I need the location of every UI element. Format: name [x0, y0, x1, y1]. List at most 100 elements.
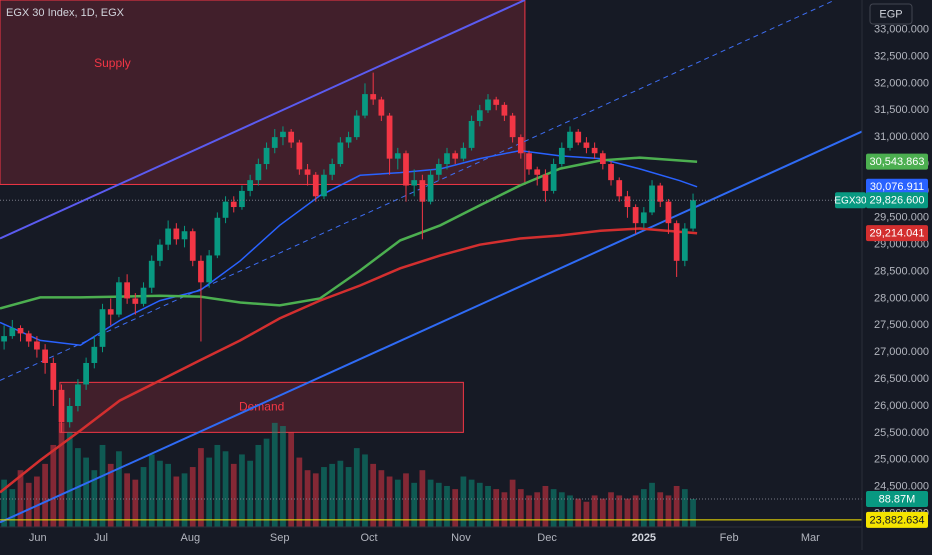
- candle-body: [198, 260, 204, 283]
- candle-body: [132, 298, 139, 304]
- volume-bar: [509, 479, 516, 527]
- candle-body: [452, 153, 459, 159]
- currency-box[interactable]: [869, 3, 913, 25]
- y-tick-label: 26,000.000: [874, 400, 929, 412]
- volume-bar: [583, 501, 590, 527]
- volume-bar: [485, 485, 491, 527]
- symbol-tag: [835, 192, 866, 209]
- candle-body: [189, 231, 196, 261]
- candle-body: [296, 142, 303, 170]
- candle-body: [362, 94, 368, 116]
- volume-bar: [665, 495, 672, 527]
- volume-bar: [370, 463, 377, 527]
- volume-bar: [66, 432, 73, 527]
- volume-bar: [649, 482, 655, 527]
- candle-body: [419, 180, 426, 202]
- currency[interactable]: EGP: [879, 8, 902, 20]
- candle-body: [583, 142, 590, 148]
- volume-bar: [189, 467, 196, 527]
- candle-body: [17, 328, 24, 334]
- candle-body: [591, 147, 598, 154]
- moving-average: [0, 227, 698, 494]
- volume-bar: [640, 489, 647, 527]
- volume-bar: [493, 489, 500, 527]
- price-tag-label: 29,214.041: [869, 228, 924, 240]
- candle-body: [58, 389, 65, 423]
- candle-body: [673, 223, 680, 261]
- x-tick-label: Oct: [361, 532, 378, 544]
- volume-bar: [58, 422, 65, 527]
- candle-body: [288, 131, 295, 143]
- candle-body: [485, 99, 491, 111]
- volume-bar: [452, 489, 459, 527]
- y-tick-label: 26,500.000: [874, 373, 929, 385]
- volume-bar: [403, 473, 409, 527]
- price-tag-label: 29,826.600: [869, 195, 924, 207]
- volume-bar: [173, 476, 180, 527]
- candle-body: [435, 164, 442, 175]
- volume-bar: [91, 470, 98, 527]
- price-tag-label: 88.87M: [879, 493, 916, 505]
- candle-body: [157, 244, 163, 261]
- candle-body: [329, 164, 336, 175]
- candle-body: [165, 228, 172, 245]
- candle-body: [476, 110, 483, 121]
- chart-title: EGX 30 Index, 1D, EGX: [6, 7, 125, 19]
- volume-bar: [329, 463, 336, 527]
- volume-bar: [616, 495, 623, 527]
- candle-body: [271, 137, 278, 148]
- candle-body: [25, 333, 32, 342]
- volume-bar: [157, 460, 163, 527]
- moving-average: [0, 156, 698, 310]
- candle-body: [526, 153, 532, 170]
- volume-bar: [558, 492, 565, 527]
- volume-bar: [632, 495, 639, 527]
- volume-bar: [165, 463, 172, 527]
- volume-bar: [107, 463, 114, 527]
- candle-body: [140, 287, 147, 304]
- candle-body: [542, 174, 549, 191]
- x-tick-label: Jul: [94, 532, 108, 544]
- price-tag-label: 30,543.863: [869, 156, 924, 168]
- candle-body: [107, 309, 114, 315]
- price-tag: [866, 511, 928, 528]
- candle-body: [83, 362, 89, 385]
- volume-bar: [419, 470, 426, 527]
- volume-bar: [345, 467, 352, 527]
- x-tick-label: Aug: [180, 532, 200, 544]
- candle-body: [616, 180, 623, 197]
- y-tick-label: 31,000.000: [874, 131, 929, 143]
- volume-bar: [526, 495, 532, 527]
- volume-bar: [362, 454, 368, 527]
- volume-bar: [427, 479, 434, 527]
- candle-body: [34, 341, 40, 350]
- volume-bar: [304, 470, 311, 527]
- volume-bar: [608, 492, 614, 527]
- volume-bar: [230, 463, 237, 527]
- volume-bar: [517, 489, 524, 527]
- candle-body: [649, 185, 655, 213]
- volume-bar: [116, 451, 122, 527]
- candle-body: [575, 131, 582, 143]
- y-tick-label: 33,000.000: [874, 23, 929, 35]
- candle-body: [173, 228, 180, 240]
- candle-body: [91, 346, 98, 363]
- volume-bar: [435, 482, 442, 527]
- volume-bar: [132, 479, 139, 527]
- x-tick-label: Mar: [801, 532, 820, 544]
- price-tag-label: 30,076.911: [870, 181, 924, 193]
- price-tag: [866, 192, 928, 209]
- volume-bar: [140, 467, 147, 527]
- volume-bar: [206, 457, 213, 527]
- volume-bar: [394, 479, 401, 527]
- candle-body: [280, 131, 286, 138]
- volume-bar: [657, 492, 664, 527]
- candle-body: [657, 185, 664, 202]
- candle-body: [493, 99, 500, 105]
- axes: 24,000.00024,500.00025,000.00025,500.000…: [29, 23, 929, 543]
- candle-body: [681, 228, 688, 261]
- volume-bar: [34, 476, 40, 527]
- x-tick-label: Dec: [537, 532, 557, 544]
- volume-bar: [25, 482, 32, 527]
